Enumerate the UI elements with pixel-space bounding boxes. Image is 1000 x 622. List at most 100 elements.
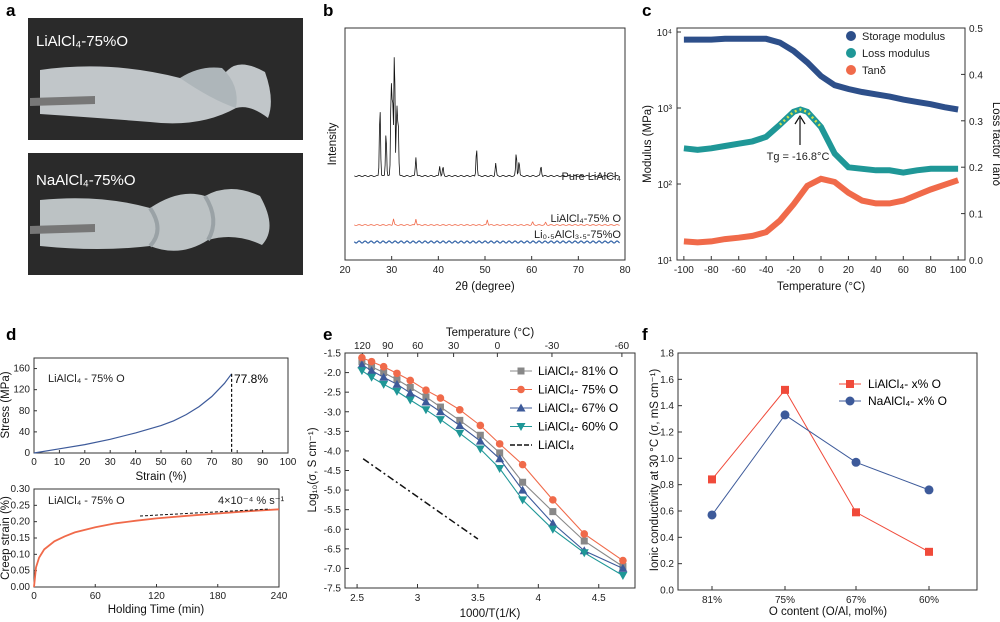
x2-tick-label: 120 bbox=[354, 341, 371, 352]
y-tick-label: 10² bbox=[658, 180, 673, 191]
data-point bbox=[619, 556, 627, 565]
legend-marker bbox=[846, 380, 854, 388]
data-point bbox=[851, 457, 861, 467]
series-liacl4-reference bbox=[362, 458, 479, 540]
x-tick-label: 100 bbox=[280, 457, 297, 468]
data-point bbox=[580, 537, 588, 545]
chart-e-xlabel: 1000/T(1/K) bbox=[460, 608, 521, 620]
break-strain: 77.8% bbox=[234, 372, 268, 386]
x-tick-label: 0 bbox=[818, 265, 824, 276]
x-tick-label: 60 bbox=[181, 457, 193, 468]
data-point bbox=[367, 366, 377, 375]
series-tan-delta bbox=[683, 175, 960, 246]
legend-storage: Storage modulus bbox=[862, 31, 946, 43]
y-tick-label: 0 bbox=[24, 448, 30, 459]
y-tick-label: 0.05 bbox=[11, 566, 31, 577]
x-tick-label: 60 bbox=[526, 265, 538, 276]
x-tick-label: 3.5 bbox=[471, 593, 485, 604]
data-point bbox=[518, 460, 527, 469]
panel-letter-a: a bbox=[6, 1, 16, 20]
legend-label: NaAlCl₄- x% O bbox=[868, 394, 947, 408]
data-point bbox=[435, 416, 445, 425]
x-tick-label: 4 bbox=[536, 593, 542, 604]
data-point bbox=[495, 454, 505, 463]
x-tick-label: 80 bbox=[232, 457, 244, 468]
loss-modulus-peak-highlight bbox=[779, 108, 822, 128]
data-point bbox=[580, 530, 589, 538]
legend-marker bbox=[517, 385, 525, 394]
x-tick-label: 10 bbox=[54, 457, 66, 468]
legend-label: LiAlCl₄- x% O bbox=[868, 377, 941, 391]
creep-label: LiAlCl₄ - 75% O bbox=[48, 495, 125, 507]
chart-f: 81% 75% 67% 60% 0.0 0.2 0.4 0.6 0.8 1.0 1.2 1.4 1.6 1… bbox=[649, 349, 978, 618]
data-point bbox=[618, 571, 628, 580]
y2-tick-label: 0.5 bbox=[969, 24, 983, 35]
y-tick-label: 0.6 bbox=[660, 507, 674, 518]
data-point bbox=[393, 376, 401, 384]
y2-tick-label: 0.2 bbox=[969, 163, 983, 174]
data-point bbox=[780, 410, 790, 420]
y-tick-label: -1.5 bbox=[324, 349, 342, 360]
panel-letter-e: e bbox=[323, 325, 332, 344]
data-point bbox=[421, 406, 431, 415]
panel-letter-c: c bbox=[642, 1, 651, 20]
y-tick-label: 1.0 bbox=[660, 454, 674, 465]
panel-letter-f: f bbox=[642, 325, 648, 344]
data-point bbox=[925, 547, 933, 556]
chart-d-creep-ylabel: Creep strain (%) bbox=[0, 496, 12, 580]
chart-b: 20 30 40 50 60 70 80 2θ (degree) Intensity Pur… bbox=[327, 27, 631, 293]
x-tick-label: 180 bbox=[209, 591, 226, 602]
chart-f-ylabel: Ionic conductivity at 30 °C (σ, mS cm⁻¹) bbox=[649, 369, 661, 572]
data-point bbox=[549, 508, 557, 516]
data-point bbox=[406, 376, 415, 385]
chart-e-ylabel: Log₁₀(σ, S cm⁻¹) bbox=[307, 427, 319, 512]
y-tick-label: 10⁴ bbox=[657, 28, 672, 39]
data-point bbox=[455, 405, 464, 414]
chart-b-xlabel: 2θ (degree) bbox=[455, 281, 515, 293]
x-tick-label: 81% bbox=[702, 595, 722, 606]
data-point bbox=[924, 485, 934, 495]
legend-label: LiAlCl₄- 81% O bbox=[538, 364, 618, 378]
y2-tick-label: 0.4 bbox=[969, 70, 983, 81]
x-tick-label: 30 bbox=[105, 457, 117, 468]
x-tick-label: 20 bbox=[339, 265, 351, 276]
data-point bbox=[405, 396, 415, 405]
data-point bbox=[495, 440, 504, 448]
x-tick-label: 67% bbox=[846, 595, 866, 606]
x-tick-label: -60 bbox=[731, 265, 746, 276]
data-point bbox=[496, 449, 504, 457]
photo-top: LiAlCl₄-75%O bbox=[28, 18, 303, 140]
y-tick-label: 0.20 bbox=[11, 517, 31, 528]
y-tick-label: 1.6 bbox=[660, 375, 674, 386]
x-tick-label: 50 bbox=[155, 457, 167, 468]
data-point bbox=[476, 421, 485, 430]
data-point bbox=[455, 420, 465, 429]
x-tick-label: 80 bbox=[619, 265, 631, 276]
y-tick-label: -7.0 bbox=[324, 564, 342, 575]
stress-label: LiAlCl₄ - 75% O bbox=[48, 373, 125, 385]
data-point bbox=[421, 397, 431, 406]
x-tick-label: 2.5 bbox=[350, 593, 364, 604]
data-point bbox=[367, 373, 377, 382]
x-tick-label: 20 bbox=[843, 265, 855, 276]
panel-letter-d: d bbox=[6, 325, 16, 344]
series-stress-strain bbox=[33, 373, 233, 454]
data-point bbox=[392, 387, 402, 396]
y-tick-label: 0.00 bbox=[11, 582, 31, 593]
legend-marker bbox=[517, 367, 525, 375]
y-tick-label: -5.0 bbox=[324, 486, 342, 497]
y-tick-label: 10³ bbox=[658, 104, 673, 115]
data-point bbox=[476, 431, 484, 439]
data-point bbox=[422, 393, 430, 401]
y-tick-label: 1.2 bbox=[660, 428, 674, 439]
legend-label: LiAlCl₄- 75% O bbox=[538, 383, 618, 397]
data-point bbox=[548, 518, 558, 527]
chart-b-ylabel: Intensity bbox=[327, 122, 339, 165]
data-point bbox=[707, 510, 717, 520]
y-tick-label: 1.4 bbox=[660, 401, 674, 412]
series-li05-75o bbox=[353, 240, 620, 244]
chart-e: 2.5 3 3.5 4 4.5 120 90 60 30 0 -30 -60 -1.5 -2.0 -2.5 -… bbox=[307, 327, 636, 620]
data-point bbox=[422, 386, 430, 395]
x-tick-label: 120 bbox=[148, 591, 165, 602]
y-tick-label: 10¹ bbox=[658, 256, 673, 267]
